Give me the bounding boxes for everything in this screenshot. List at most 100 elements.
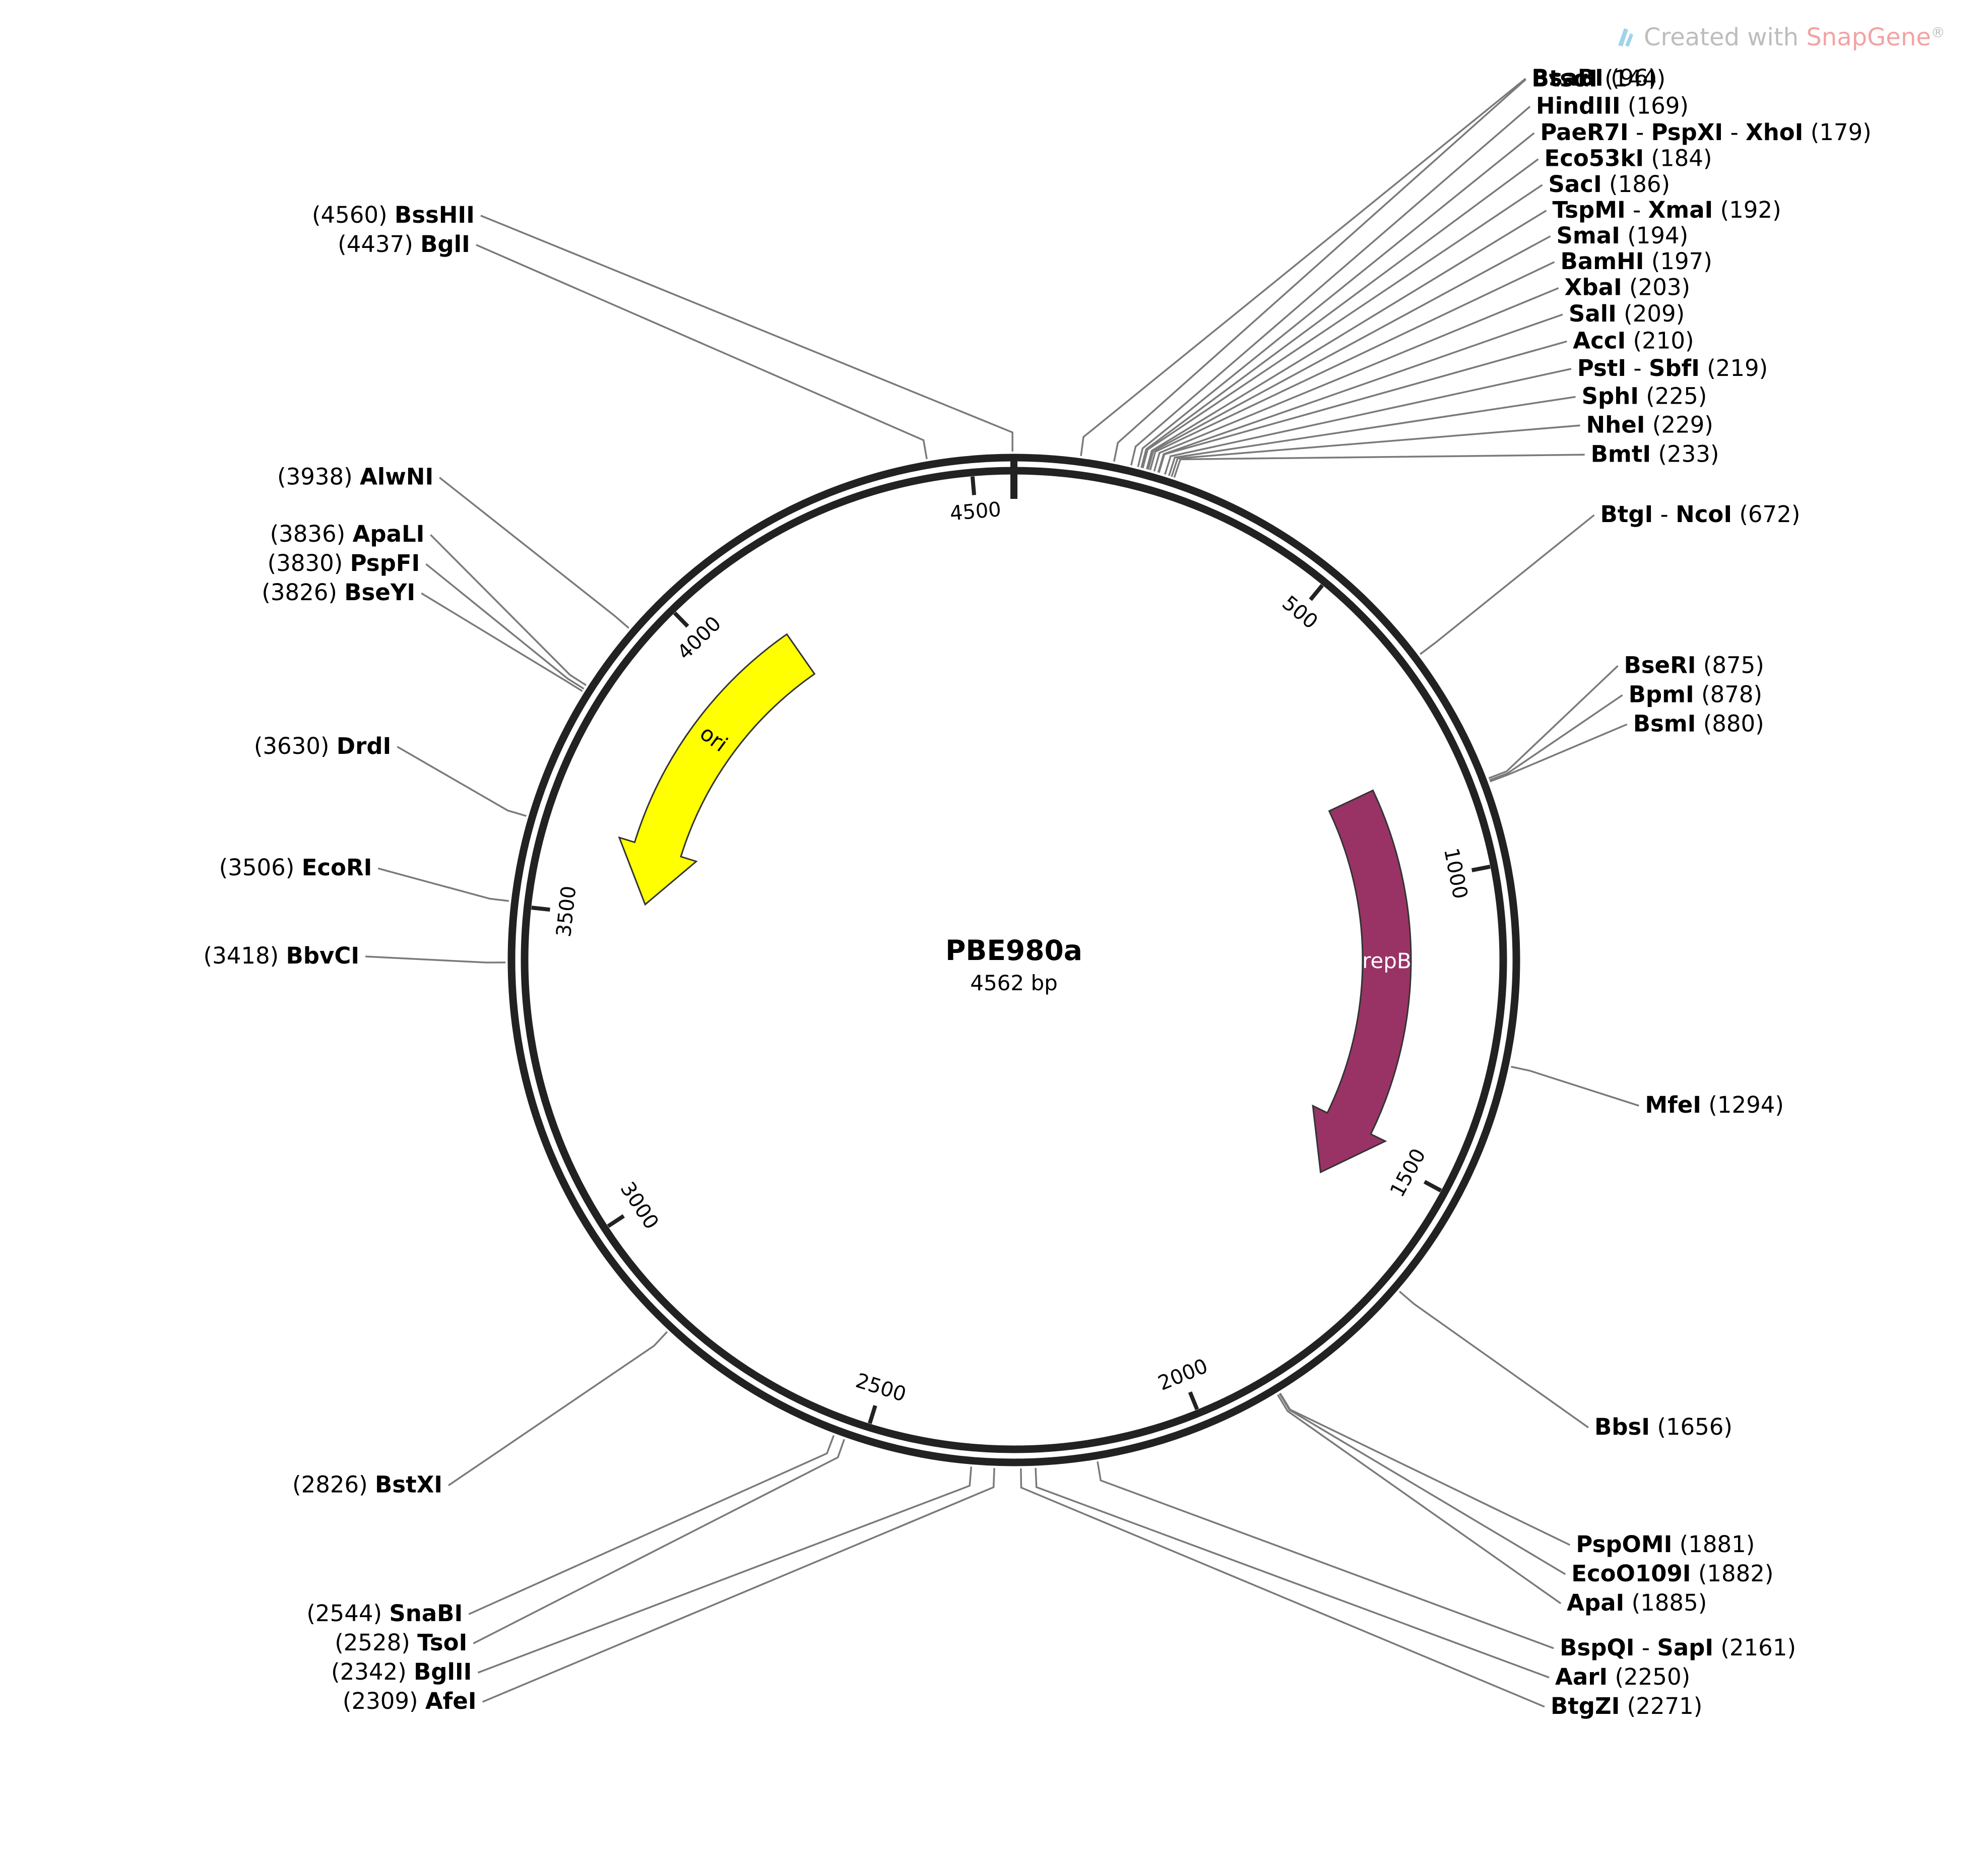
site-label: (3630) DrdI (254, 733, 391, 759)
site-label: (3836) ApaLI (270, 521, 425, 547)
site-label: BtgZI (2271) (1551, 1693, 1702, 1719)
site-leader-line (1147, 235, 1551, 470)
enzyme-separator: - (1629, 119, 1651, 146)
site-label: BtgI - NcoI (672) (1600, 501, 1800, 528)
site-labels: BsaBI (96)BtsαI (144)HindIII (169)PaeR7I… (204, 65, 1872, 1719)
enzyme-name: EcoO109I (1571, 1560, 1691, 1587)
site-label: BsmI (880) (1633, 710, 1764, 737)
site-position: (2528) (335, 1629, 417, 1656)
site-position: (194) (1620, 222, 1688, 249)
site-label: BseRI (875) (1624, 652, 1764, 678)
site-position: (2544) (306, 1600, 389, 1627)
plasmid-backbone (507, 454, 1520, 1466)
site-position: (3826) (262, 579, 344, 606)
site-position: (184) (1644, 145, 1712, 172)
site-leader-line (1511, 1066, 1639, 1107)
site-position: (192) (1713, 197, 1781, 223)
site-label: (2826) BstXI (292, 1471, 442, 1498)
site-leader-line (1137, 132, 1535, 467)
site-label: BmtI (233) (1591, 440, 1719, 467)
site-label: SalI (209) (1569, 300, 1685, 327)
feature-label-repB: repB (1362, 948, 1412, 974)
site-position: (210) (1626, 327, 1694, 354)
site-position: (3836) (270, 521, 353, 547)
enzyme-name: BseYI (344, 579, 415, 606)
enzyme-name: BsaBI (1531, 65, 1604, 91)
site-leader-line (365, 955, 506, 964)
tick-mark (1188, 1391, 1199, 1411)
tick-mark (970, 476, 977, 495)
enzyme-name: XmaI (1648, 197, 1713, 223)
site-leader-line (482, 1468, 995, 1703)
enzyme-name: BamHI (1561, 248, 1644, 275)
site-leader-line (377, 867, 509, 902)
site-label: PstI - SbfI (219) (1577, 355, 1768, 381)
site-position: (2309) (343, 1688, 425, 1714)
site-leader-line (476, 244, 928, 460)
enzyme-name: BsmI (1633, 710, 1696, 737)
enzyme-name: BstXI (375, 1471, 442, 1498)
site-label: AccI (210) (1573, 327, 1694, 354)
enzyme-name: PaeR7I (1540, 119, 1628, 146)
enzyme-name: AfeI (425, 1688, 477, 1714)
site-leader-line (468, 1435, 835, 1615)
site-leader-line (1164, 368, 1572, 475)
enzyme-separator: - (1653, 501, 1676, 528)
site-position: (179) (1803, 119, 1871, 146)
enzyme-name: AccI (1573, 327, 1626, 354)
enzyme-name: BmtI (1591, 440, 1651, 467)
site-label: (3938) AlwNI (277, 464, 433, 490)
site-leader-line (425, 563, 585, 690)
site-label: (2544) SnaBI (306, 1600, 463, 1627)
site-leader-line (1141, 184, 1543, 469)
feature-arrow-repB (1312, 789, 1412, 1174)
tick-label: 1000 (1439, 846, 1472, 901)
plasmid-center-label: PBE980a 4562 bp (945, 934, 1082, 995)
site-leader-line (1153, 287, 1559, 472)
site-position: (875) (1696, 652, 1764, 678)
site-label: Eco53kI (184) (1544, 145, 1712, 172)
plasmid-size: 4562 bp (970, 971, 1058, 995)
site-label: SacI (186) (1549, 171, 1671, 198)
site-leader-line (1276, 1394, 1562, 1605)
site-position: (3506) (219, 854, 302, 881)
site-position: (672) (1732, 501, 1800, 528)
tick-label: 3500 (552, 885, 581, 938)
site-leader-lines (365, 78, 1639, 1708)
site-leader-line (397, 746, 527, 817)
site-position: (209) (1617, 300, 1685, 327)
site-label: (3418) BbvCI (204, 942, 360, 969)
tick-label: 4500 (949, 498, 1002, 526)
site-leader-line (448, 1331, 668, 1487)
enzyme-name: XbaI (1565, 274, 1622, 301)
tick-mark (673, 611, 689, 628)
tick-mark (531, 906, 550, 912)
enzyme-name: AarI (1555, 1663, 1608, 1690)
site-position: (96) (1604, 65, 1657, 91)
site-label: (2309) AfeI (343, 1688, 477, 1714)
enzyme-name: SapI (1657, 1634, 1713, 1661)
site-leader-line (1149, 261, 1555, 471)
site-label: (2528) TsoI (335, 1629, 467, 1656)
enzyme-name: BbvCI (286, 942, 359, 969)
enzyme-name: BtgZI (1551, 1693, 1620, 1719)
site-position: (2826) (292, 1471, 375, 1498)
site-label: (4437) BglI (338, 231, 470, 258)
site-position: (233) (1651, 440, 1719, 467)
site-label: (3830) PspFI (268, 550, 420, 577)
enzyme-name: SphI (1582, 382, 1639, 409)
tick-mark (607, 1214, 625, 1228)
site-position: (2250) (1608, 1663, 1690, 1690)
enzyme-name: BglI (420, 231, 470, 258)
site-label: PaeR7I - PspXI - XhoI (179) (1540, 119, 1871, 146)
tick-mark (1423, 1180, 1442, 1193)
enzyme-name: ApaLI (353, 521, 425, 547)
site-position: (169) (1621, 92, 1689, 119)
site-leader-line (1097, 1461, 1554, 1649)
site-label: BbsI (1656) (1594, 1414, 1733, 1440)
enzyme-name: BpmI (1629, 681, 1694, 708)
enzyme-name: BtgI (1600, 501, 1653, 528)
enzyme-name: XhoI (1746, 119, 1803, 146)
watermark-brand: SnapGene (1806, 23, 1931, 51)
site-position: (219) (1700, 355, 1768, 381)
